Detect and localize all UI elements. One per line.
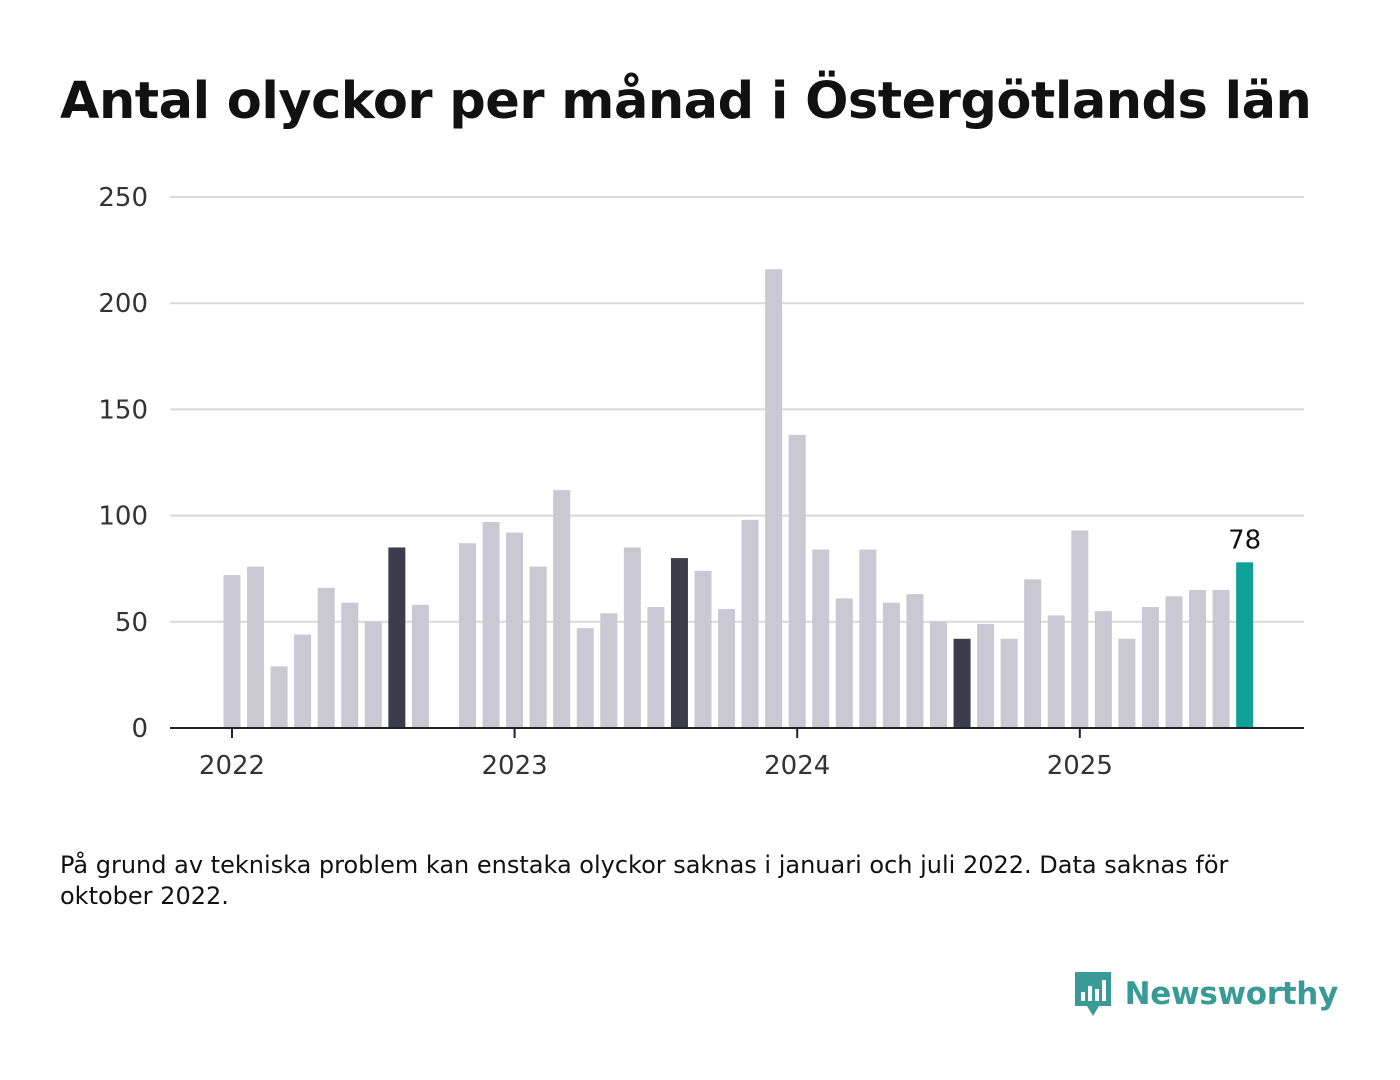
y-tick-label: 0 [131, 714, 148, 744]
bar-2024-03 [835, 598, 853, 728]
bar-2025-02 [1094, 611, 1112, 728]
bar-2024-02 [812, 549, 830, 728]
y-tick-label: 150 [98, 395, 148, 425]
bar-2023-03 [553, 490, 571, 728]
y-tick-label: 100 [98, 502, 148, 532]
bar-2022-12 [482, 521, 500, 728]
bar-2023-05 [600, 613, 618, 728]
bar-2023-04 [576, 628, 594, 728]
bar-2025-01 [1071, 530, 1089, 728]
bar-2024-01 [788, 434, 806, 728]
bar-chart: 0 50 100 150 200 250 2022 2023 2024 2025 78 [98, 183, 1304, 781]
y-axis-labels: 0 50 100 150 200 250 [98, 183, 148, 744]
bar-2022-07 [364, 621, 382, 728]
bar-2024-10 [1000, 638, 1018, 728]
x-tick-label: 2024 [764, 751, 830, 781]
bar-2024-06 [906, 594, 924, 728]
bar-2022-01 [223, 575, 241, 728]
y-tick-label: 250 [98, 183, 148, 213]
bar-2023-12 [765, 269, 783, 728]
bar-2022-03 [270, 666, 288, 728]
bar-2025-08 [1236, 562, 1254, 728]
bar-2024-11 [1024, 579, 1042, 728]
bar-2023-10 [718, 609, 736, 728]
footnote: På grund av tekniska problem kan enstaka… [60, 851, 1229, 910]
brand-name: Newsworthy [1124, 976, 1339, 1012]
x-tick-label: 2022 [199, 751, 265, 781]
bar-2025-07 [1212, 589, 1230, 728]
bar-2022-08 [388, 547, 406, 728]
bar-2023-01 [506, 532, 524, 728]
bar-2025-06 [1189, 589, 1207, 728]
bar-2023-09 [694, 570, 712, 728]
bar-2024-12 [1047, 615, 1065, 728]
bar-2023-06 [623, 547, 641, 728]
newsworthy-logo-icon [1074, 972, 1111, 1016]
bar-2023-07 [647, 606, 665, 728]
bar-2022-02 [247, 566, 265, 728]
bar-2022-04 [294, 634, 312, 728]
bar-2023-11 [741, 519, 759, 728]
bar-2024-08 [953, 638, 971, 728]
grid-lines [170, 196, 1304, 623]
bar-2023-08 [670, 558, 688, 728]
bar-2024-07 [930, 621, 947, 728]
bar-2022-09 [411, 604, 429, 728]
bar-2025-03 [1118, 638, 1136, 728]
x-axis-labels: 2022 2023 2024 2025 [199, 751, 1113, 781]
x-tick-label: 2023 [482, 751, 548, 781]
y-tick-label: 200 [98, 289, 148, 319]
bar-2023-02 [529, 566, 547, 728]
y-tick-label: 50 [115, 608, 148, 638]
bar-2022-05 [317, 587, 335, 728]
bar-2025-05 [1165, 596, 1183, 728]
bar-2022-06 [341, 602, 359, 728]
brand-logo[interactable]: Newsworthy [1073, 970, 1338, 1018]
chart-title: Antal olyckor per månad i Östergötlands … [60, 72, 1312, 131]
data-label: 78 [1228, 525, 1261, 555]
bar-2025-04 [1141, 606, 1159, 728]
annotations: 78 [1228, 525, 1261, 555]
bar-2024-09 [977, 623, 995, 728]
x-axis [170, 727, 1304, 738]
bars [223, 269, 1254, 728]
bar-2024-05 [882, 602, 900, 728]
x-tick-label: 2025 [1047, 751, 1113, 781]
bar-2022-11 [459, 543, 476, 728]
bar-2024-04 [859, 549, 877, 728]
